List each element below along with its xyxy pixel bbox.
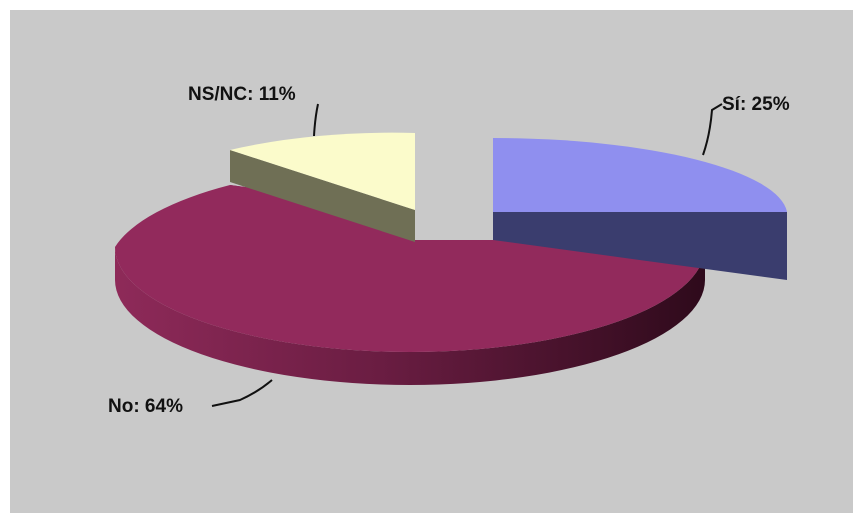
label-no: No: 64% bbox=[108, 396, 183, 417]
slice-nsnc-top bbox=[230, 132, 415, 210]
slice-no-side bbox=[115, 247, 705, 385]
label-nsnc: NS/NC: 11% bbox=[188, 84, 296, 105]
slice-nsnc-side bbox=[230, 150, 415, 242]
label-si: Sí: 25% bbox=[722, 94, 790, 115]
leader-line-no bbox=[211, 379, 273, 407]
slice-si-group bbox=[493, 138, 787, 280]
leader-line-nsnc bbox=[313, 103, 319, 137]
slice-no-top bbox=[115, 185, 705, 352]
leader-line-si bbox=[702, 103, 723, 156]
slice-si-top bbox=[493, 138, 787, 212]
slice-nsnc-group bbox=[230, 132, 415, 242]
slice-si-side bbox=[493, 212, 787, 280]
